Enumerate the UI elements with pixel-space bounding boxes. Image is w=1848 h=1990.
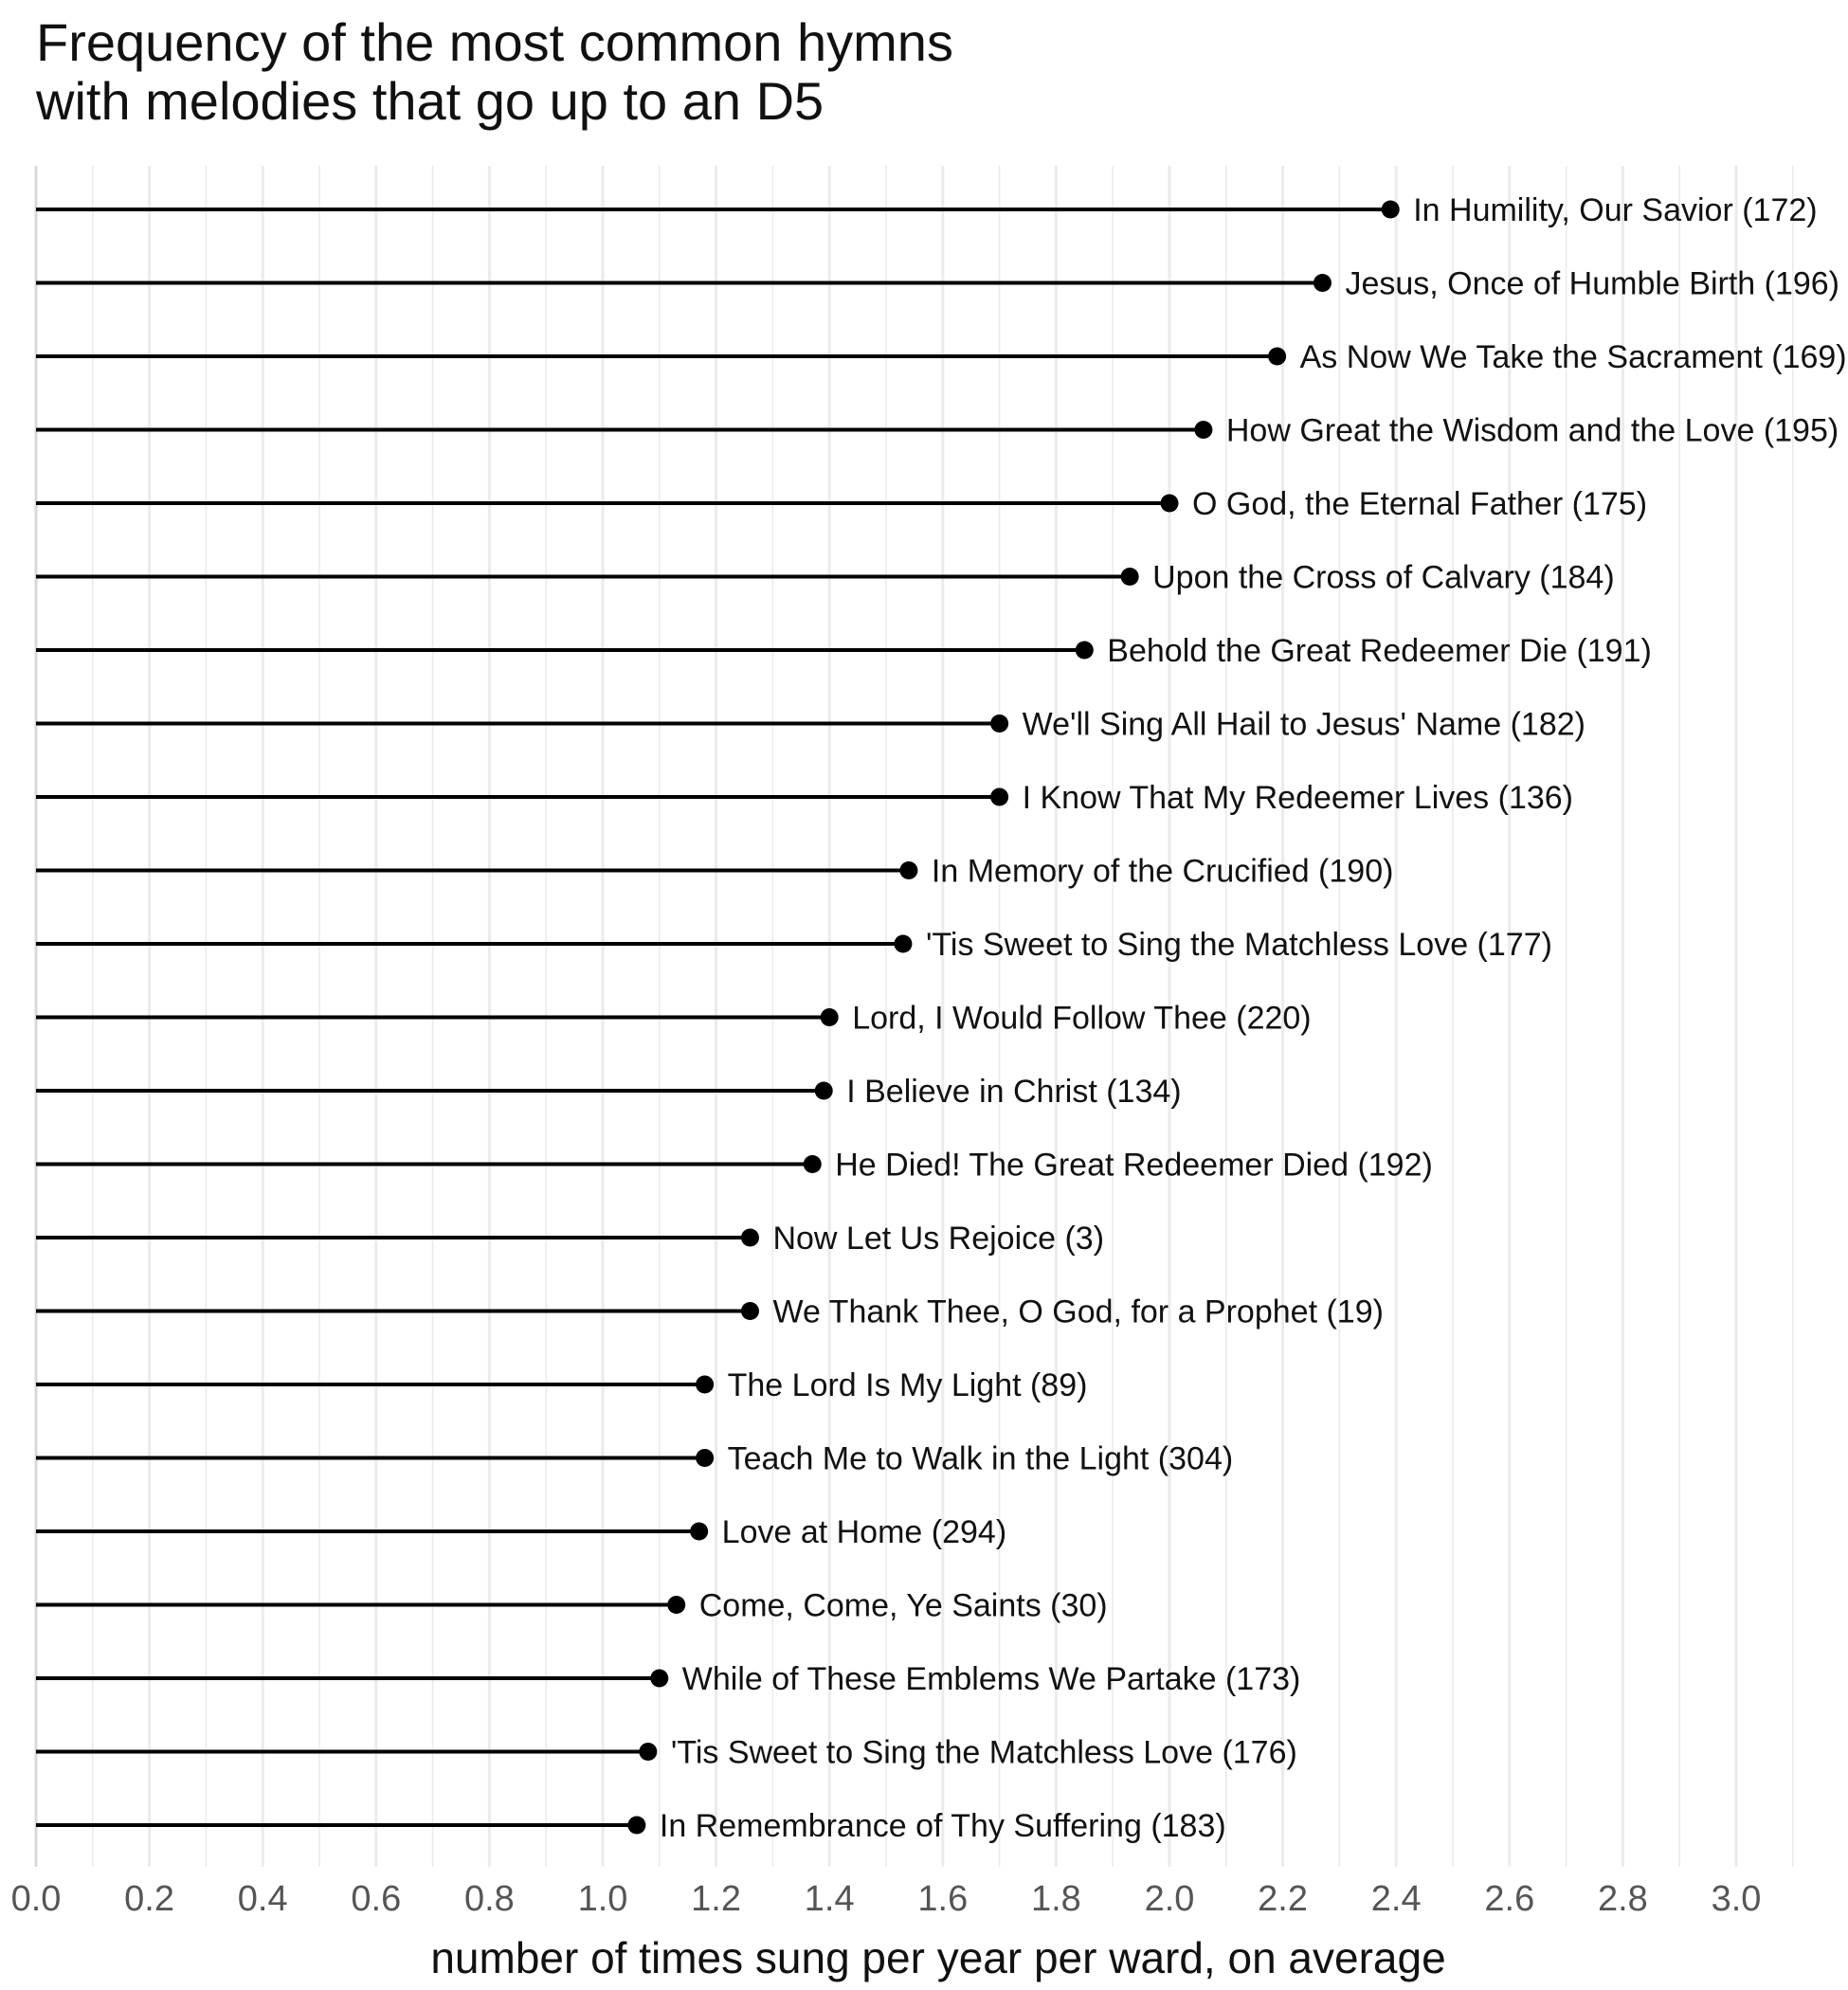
- x-tick-label: 2.8: [1598, 1879, 1648, 1919]
- x-axis-title: number of times sung per year per ward, …: [430, 1933, 1445, 1982]
- chart-title-line-1: Frequency of the most common hymns: [36, 12, 953, 72]
- lollipop-label: How Great the Wisdom and the Love (195): [1226, 413, 1839, 449]
- lollipop-dot: [1381, 200, 1400, 219]
- lollipop-dot: [899, 861, 918, 879]
- x-tick-label: 2.4: [1371, 1879, 1422, 1919]
- lollipop-dot: [639, 1743, 658, 1761]
- x-tick-label: 0.4: [238, 1879, 288, 1919]
- lollipop-dot: [740, 1302, 759, 1320]
- lollipop-label: In Remembrance of Thy Suffering (183): [660, 1808, 1226, 1844]
- lollipop-dot: [894, 934, 913, 953]
- lollipop-label: In Humility, Our Savior (172): [1413, 192, 1817, 228]
- lollipop-dot: [696, 1375, 715, 1394]
- x-tick-label: 2.6: [1484, 1879, 1534, 1919]
- lollipop-label: I Know That My Redeemer Lives (136): [1023, 780, 1573, 816]
- x-tick-label: 0.2: [124, 1879, 174, 1919]
- lollipop-dot: [1194, 421, 1213, 439]
- lollipop-label: 'Tis Sweet to Sing the Matchless Love (1…: [671, 1735, 1297, 1771]
- lollipop-label: 'Tis Sweet to Sing the Matchless Love (1…: [926, 927, 1552, 963]
- lollipop-dot: [1160, 494, 1179, 513]
- lollipop-dot: [990, 787, 1009, 806]
- lollipop-dot: [820, 1008, 839, 1026]
- x-tick-label: 0.0: [11, 1879, 62, 1919]
- lollipop-label: We'll Sing All Hail to Jesus' Name (182): [1023, 707, 1585, 743]
- x-tick-label: 1.2: [691, 1879, 741, 1919]
- x-tick-label: 2.2: [1258, 1879, 1308, 1919]
- lollipop-dot: [696, 1449, 715, 1467]
- lollipop-label: In Memory of the Crucified (190): [932, 854, 1394, 890]
- lollipop-label: We Thank Thee, O God, for a Prophet (19): [772, 1294, 1383, 1330]
- x-axis-ticks: 0.0 0.2 0.4 0.6 0.8 1.0 1.2 1.4 1.6 1.8 2.0 2.2 2.4 2…: [11, 1879, 1762, 1919]
- lollipop-dot: [650, 1669, 669, 1688]
- lollipop-dot: [814, 1081, 833, 1100]
- lollipop-label: As Now We Take the Sacrament (169): [1300, 339, 1847, 375]
- lollipop-dot: [990, 715, 1009, 733]
- chart-marks: In Humility, Our Savior (172) Jesus, Once…: [36, 192, 1847, 1844]
- lollipop-dot: [1313, 274, 1332, 292]
- lollipop-label: I Believe in Christ (134): [846, 1074, 1181, 1110]
- lollipop-label: Teach Me to Walk in the Light (304): [728, 1441, 1234, 1477]
- lollipop-dot: [627, 1816, 646, 1835]
- lollipop-dot: [740, 1228, 759, 1247]
- lollipop-dot: [690, 1522, 709, 1541]
- x-tick-label: 3.0: [1712, 1879, 1762, 1919]
- lollipop-dot: [1075, 641, 1094, 660]
- lollipop-dot: [1268, 347, 1287, 366]
- chart-title: Frequency of the most common hymns with …: [36, 13, 953, 131]
- x-tick-label: 1.8: [1031, 1879, 1081, 1919]
- x-tick-label: 1.0: [578, 1879, 628, 1919]
- chart-title-line-2: with melodies that go up to an D5: [36, 71, 824, 131]
- lollipop-label: Behold the Great Redeemer Die (191): [1107, 633, 1652, 669]
- x-tick-label: 1.6: [917, 1879, 968, 1919]
- lollipop-label: The Lord Is My Light (89): [728, 1367, 1088, 1403]
- x-tick-label: 1.4: [805, 1879, 855, 1919]
- lollipop-label: While of These Emblems We Partake (173): [682, 1661, 1301, 1697]
- x-tick-label: 0.6: [351, 1879, 401, 1919]
- x-tick-label: 2.0: [1145, 1879, 1195, 1919]
- lollipop-dot: [1120, 568, 1139, 586]
- x-tick-label: 0.8: [464, 1879, 515, 1919]
- lollipop-label: Upon the Cross of Calvary (184): [1152, 560, 1615, 596]
- lollipop-label: Jesus, Once of Humble Birth (196): [1345, 266, 1839, 302]
- lollipop-dot: [803, 1155, 822, 1173]
- lollipop-label: Come, Come, Ye Saints (30): [699, 1588, 1108, 1624]
- lollipop-label: Love at Home (294): [722, 1514, 1006, 1550]
- lollipop-label: He Died! The Great Redeemer Died (192): [835, 1148, 1433, 1184]
- lollipop-label: Lord, I Would Follow Thee (220): [852, 1001, 1311, 1037]
- lollipop-label: Now Let Us Rejoice (3): [772, 1221, 1104, 1257]
- lollipop-dot: [667, 1596, 686, 1614]
- lollipop-label: O God, the Eternal Father (175): [1192, 486, 1647, 522]
